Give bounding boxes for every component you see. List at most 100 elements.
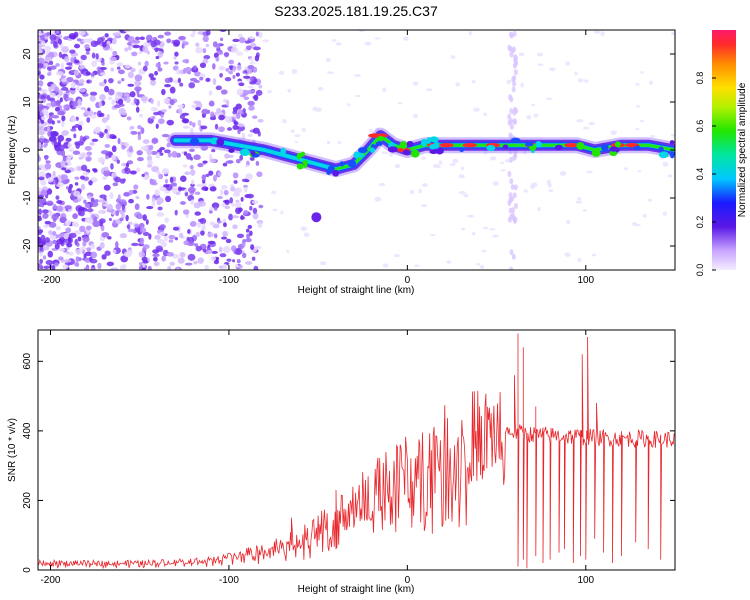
noise-speck	[156, 201, 161, 206]
noise-speck	[245, 228, 250, 233]
noise-speck	[97, 262, 102, 270]
noise-speck	[512, 118, 517, 125]
noise-speck	[129, 91, 136, 98]
noise-speck	[99, 242, 105, 249]
noise-speck	[233, 180, 238, 184]
noise-speck	[55, 225, 62, 231]
noise-speck	[38, 119, 41, 123]
noise-speck	[635, 127, 640, 131]
noise-speck	[166, 38, 172, 44]
noise-speck	[79, 135, 84, 143]
noise-speck	[93, 111, 97, 115]
noise-speck	[60, 174, 69, 181]
noise-speck	[99, 66, 107, 71]
noise-speck	[151, 137, 159, 144]
noise-speck	[335, 42, 342, 46]
noise-speck	[128, 198, 134, 204]
noise-speck	[177, 107, 183, 115]
noise-speck	[218, 246, 223, 253]
noise-speck	[38, 87, 42, 91]
noise-speck	[104, 250, 111, 256]
noise-speck	[212, 78, 217, 85]
noise-speck	[183, 240, 190, 246]
noise-speck	[204, 187, 209, 191]
noise-speck	[119, 209, 124, 215]
noise-speck	[190, 199, 195, 205]
noise-speck	[190, 169, 196, 176]
noise-speck	[245, 261, 253, 265]
noise-speck	[220, 89, 228, 95]
ridge-blob	[601, 144, 609, 152]
noise-speck	[209, 116, 217, 121]
noise-speck	[219, 72, 223, 78]
noise-speck	[134, 223, 140, 228]
noise-speck	[38, 62, 44, 69]
noise-speck	[511, 86, 516, 93]
noise-speck	[82, 38, 90, 43]
noise-speck	[160, 108, 168, 113]
noise-speck	[44, 237, 51, 243]
colorbar-gradient	[712, 30, 736, 270]
noise-speck	[38, 189, 42, 196]
noise-speck	[142, 262, 146, 268]
noise-speck	[368, 128, 373, 133]
noise-speck	[251, 200, 259, 204]
noise-speck	[56, 99, 61, 107]
noise-speck	[232, 74, 236, 79]
noise-speck	[161, 242, 167, 248]
noise-speck	[183, 151, 188, 156]
ridge-blob	[353, 151, 360, 159]
noise-speck	[513, 216, 518, 223]
noise-speck	[184, 58, 190, 64]
noise-speck	[111, 99, 116, 105]
noise-speck	[220, 189, 224, 196]
noise-speck	[236, 88, 244, 96]
noise-speck	[77, 98, 82, 105]
noise-speck	[139, 237, 145, 245]
noise-speck	[226, 258, 232, 262]
noise-speck	[98, 209, 104, 214]
noise-speck	[100, 150, 109, 155]
noise-speck	[211, 149, 216, 153]
noise-speck	[172, 226, 180, 231]
snr-series-line	[38, 333, 675, 570]
noise-speck	[128, 189, 134, 195]
noise-speck	[577, 258, 582, 263]
noise-speck	[584, 79, 589, 83]
noise-speck	[116, 91, 123, 96]
noise-speck	[185, 213, 189, 218]
noise-speck	[511, 253, 516, 260]
noise-speck	[55, 195, 60, 200]
noise-speck	[43, 109, 49, 116]
noise-speck	[473, 107, 480, 112]
noise-speck	[130, 130, 138, 135]
noise-speck	[116, 62, 124, 67]
noise-speck	[75, 256, 80, 263]
noise-speck	[236, 51, 244, 56]
noise-speck	[158, 173, 164, 180]
noise-speck	[104, 129, 108, 134]
ridge-blob	[228, 148, 235, 153]
noise-speck	[38, 197, 47, 204]
noise-speck	[61, 130, 70, 136]
noise-speck	[213, 174, 217, 182]
y-tick-label: -20	[22, 238, 33, 253]
noise-speck	[207, 250, 212, 254]
noise-speck	[218, 126, 225, 133]
noise-speck	[381, 151, 389, 155]
noise-speck	[142, 244, 150, 250]
noise-speck	[155, 62, 161, 68]
noise-speck	[44, 139, 50, 144]
noise-speck	[91, 138, 99, 142]
noise-speck	[61, 46, 70, 53]
noise-speck	[96, 37, 104, 44]
noise-speck	[214, 123, 219, 130]
noise-speck	[53, 41, 58, 48]
noise-speck	[38, 263, 41, 270]
noise-speck	[509, 123, 514, 130]
noise-speck	[38, 176, 45, 181]
noise-speck	[634, 223, 641, 227]
noise-speck	[482, 226, 489, 230]
noise-speck	[217, 171, 222, 176]
